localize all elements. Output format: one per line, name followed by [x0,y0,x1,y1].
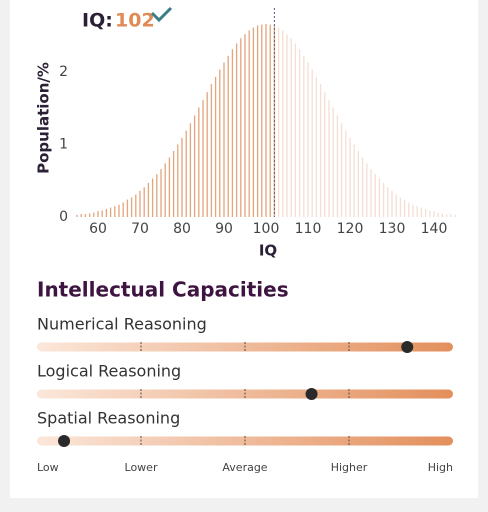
scale-label: High [428,461,453,474]
capacity-dot [305,388,318,400]
x-tick-label: 120 [337,221,364,237]
score-label: IQ: [82,10,113,32]
capacity-dot [58,435,71,447]
x-tick-label: 70 [131,221,149,237]
capacity-dot [401,341,414,353]
x-tick-label: 60 [89,221,107,237]
capacity-name: Spatial Reasoning [37,409,180,428]
y-tick-label: 2 [59,64,68,80]
x-tick-label: 100 [253,221,280,237]
scale-label: Average [222,461,267,474]
x-tick-label: 90 [215,221,233,237]
check-icon [150,6,173,23]
x-axis-label: IQ [259,242,277,260]
capacity-name: Numerical Reasoning [37,315,207,334]
x-tick-label: 110 [295,221,322,237]
capacities: Numerical Reasoning Logical Reasoning Spat… [37,315,453,474]
x-tick-label: 130 [379,221,406,237]
y-tick-label: 1 [59,136,68,152]
scale-label: Lower [125,461,158,474]
section-title: Intellectual Capacities [37,278,289,302]
card [10,0,478,498]
iq-chart: 0 1 2 60 70 80 90 100 110 120 130 140 [59,8,456,237]
x-tick-label: 80 [173,221,191,237]
y-tick-label: 0 [59,209,68,225]
scale-label: Low [37,461,59,474]
scale-label: Higher [331,461,368,474]
capacity-name: Logical Reasoning [37,362,181,381]
score-value: 102 [115,10,155,32]
x-tick-label: 140 [421,221,448,237]
y-axis-label: Population/% [35,62,53,174]
